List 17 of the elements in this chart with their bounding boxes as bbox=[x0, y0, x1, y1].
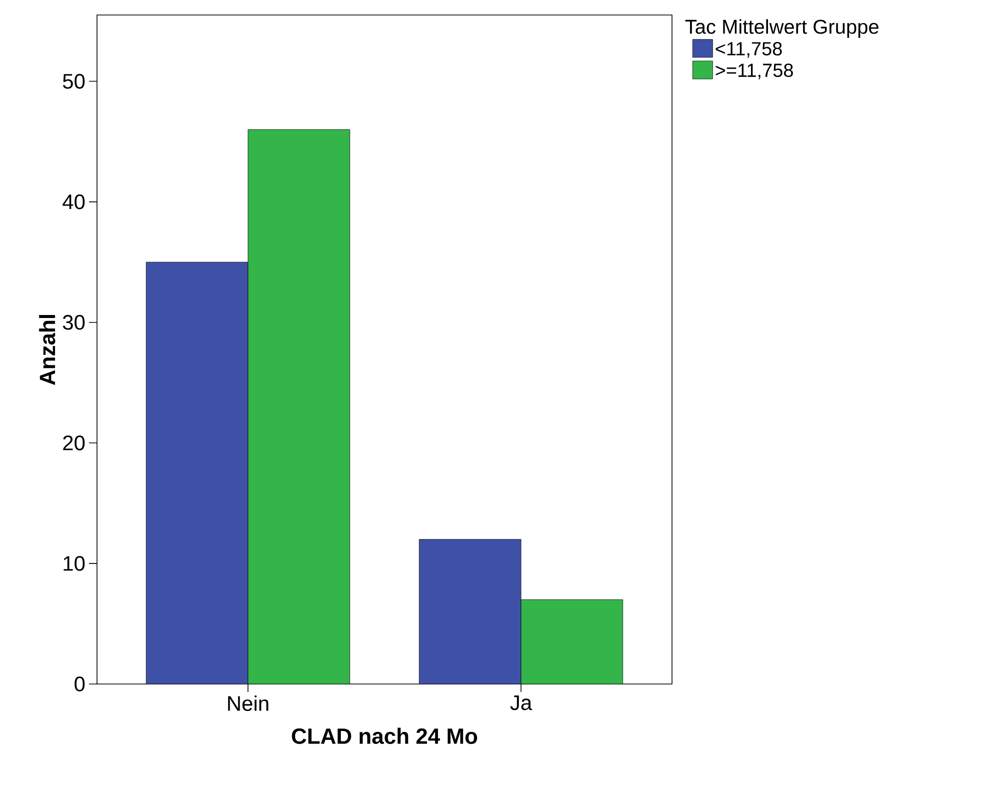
bar bbox=[146, 262, 248, 684]
y-tick-label: 30 bbox=[62, 314, 85, 330]
legend-label: <11,758 bbox=[716, 42, 782, 58]
y-tick-label: 40 bbox=[62, 194, 85, 210]
x-tick-label: Ja bbox=[510, 696, 532, 710]
bar bbox=[248, 129, 350, 684]
legend-title: Tac Mittelwert Gruppe bbox=[685, 19, 878, 38]
y-tick-label: 10 bbox=[64, 556, 85, 571]
bar bbox=[418, 539, 522, 684]
y-tick-label: 50 bbox=[62, 74, 85, 89]
x-axis-title: CLAD nach 24 Mo bbox=[292, 728, 478, 744]
y-tick-label: 20 bbox=[63, 435, 85, 450]
y-tick-label: 0 bbox=[74, 676, 85, 692]
y-axis-title: Anzahl bbox=[39, 314, 56, 385]
bar bbox=[520, 599, 624, 684]
x-tick-label: Nein bbox=[228, 696, 268, 711]
legend-label: >=11,758 bbox=[716, 64, 793, 80]
